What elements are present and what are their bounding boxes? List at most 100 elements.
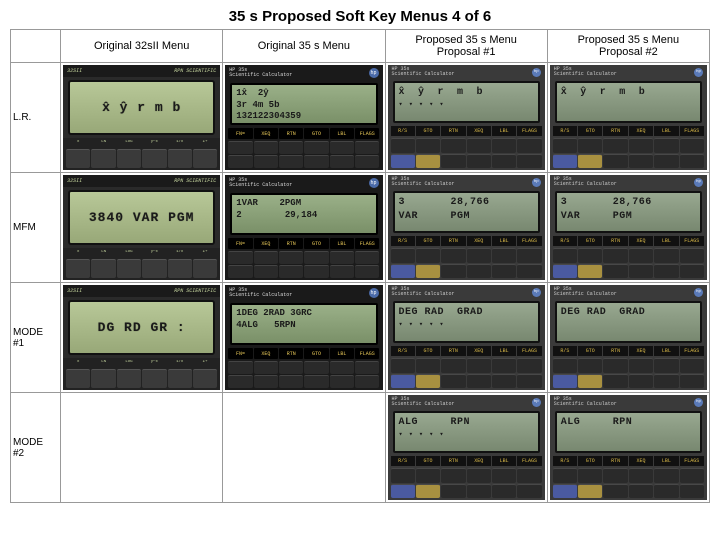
table-row: MODE #2 HP 35s Scientific Calculator hp …	[11, 393, 710, 503]
calc-header: HP 35s Scientific Calculator hp	[550, 65, 707, 79]
key-label: Σ+	[193, 140, 217, 148]
key-button	[578, 248, 602, 263]
hp-logo-icon: hp	[532, 288, 541, 297]
cell-35s: HP 35s Scientific Calculator hp 1VAR 2PG…	[223, 173, 385, 283]
fn-label: LBL	[492, 346, 516, 356]
key-button	[193, 149, 217, 168]
fn-row: R/SGTORTNXEQLBLFLAGS	[388, 236, 545, 246]
fn-label: XEQ	[629, 456, 653, 466]
key-button	[304, 375, 328, 388]
key-button	[228, 141, 252, 154]
softkey-arrows: ▾▾▾▾▾	[399, 101, 534, 111]
key-button	[553, 374, 577, 389]
table-row: MFM 32SII RPN SCIENTIFIC 3840 VAR PGM xL…	[11, 173, 710, 283]
key-label: 1/x	[168, 250, 192, 258]
key-button	[391, 374, 415, 389]
key-button	[441, 374, 465, 389]
calc-header: HP 35s Scientific Calculator hp	[388, 65, 545, 79]
key-button	[603, 358, 627, 373]
key-button	[279, 361, 303, 374]
cell-32sii: 32SII RPN SCIENTIFIC 3840 VAR PGM xLNLOG…	[61, 173, 223, 283]
key-button	[441, 358, 465, 373]
fn-label: GTO	[578, 236, 602, 246]
key-button	[355, 155, 379, 168]
key-button	[254, 375, 278, 388]
cell-prop2: HP 35s Scientific Calculator hp DEG RAD …	[547, 283, 709, 393]
key-button	[355, 265, 379, 278]
key-button	[391, 264, 415, 279]
fn-row: FN=XEQRTNGTOLBLFLAGS	[225, 348, 382, 359]
key-button	[279, 265, 303, 278]
key-button	[517, 264, 541, 279]
key-button	[117, 149, 141, 168]
hp-logo-icon: hp	[532, 398, 541, 407]
key-button	[680, 358, 704, 373]
key-button	[391, 468, 415, 483]
key-button	[254, 141, 278, 154]
calc-proposed: HP 35s Scientific Calculator hp ALG RPN▾…	[388, 395, 545, 500]
key-button	[279, 251, 303, 264]
key-button	[654, 374, 678, 389]
lcd-display: ALG RPN	[555, 411, 702, 453]
key-button	[168, 259, 192, 278]
key-button	[279, 155, 303, 168]
fn-label: GTO	[416, 236, 440, 246]
fn-row: FN=XEQRTNGTOLBLFLAGS	[225, 238, 382, 249]
cell-prop1: HP 35s Scientific Calculator hp 3 28,766…	[385, 173, 547, 283]
key-button	[279, 375, 303, 388]
key-button	[91, 259, 115, 278]
key-button	[330, 141, 354, 154]
key-button	[680, 468, 704, 483]
fn-row: FN=XEQRTNGTOLBLFLAGS	[225, 128, 382, 139]
fn-label: GTO	[304, 238, 328, 249]
key-label: x	[66, 250, 90, 258]
comparison-table: Original 32sII Menu Original 35 s Menu P…	[10, 29, 710, 503]
calc-top-strip: 32SII RPN SCIENTIFIC	[63, 285, 220, 297]
header-row: Original 32sII Menu Original 35 s Menu P…	[11, 30, 710, 63]
key-button	[654, 484, 678, 499]
key-row	[388, 136, 545, 170]
key-button	[66, 149, 90, 168]
key-row	[388, 356, 545, 390]
calc-32sii: 32SII RPN SCIENTIFIC x̂ ŷ r m b xLNLOGy^…	[63, 65, 220, 170]
key-label: LOG	[117, 250, 141, 258]
key-button	[142, 149, 166, 168]
key-button	[680, 264, 704, 279]
calc-top-strip: 32SII RPN SCIENTIFIC	[63, 65, 220, 77]
calc-header: HP 35s Scientific Calculator hp	[550, 175, 707, 189]
fn-label: LBL	[330, 128, 354, 139]
lcd-display: x̂ ŷ r m b▾▾▾▾▾	[393, 81, 540, 123]
key-button	[416, 264, 440, 279]
key-button	[91, 369, 115, 388]
key-button	[654, 154, 678, 169]
key-button	[467, 484, 491, 499]
key-button	[330, 375, 354, 388]
calc-proposed: HP 35s Scientific Calculator hp ALG RPN …	[550, 395, 707, 500]
page-title: 35 s Proposed Soft Key Menus 4 of 6	[0, 0, 720, 29]
fn-label: FLAGS	[680, 126, 704, 136]
fn-label: FLAGS	[517, 346, 541, 356]
key-button	[467, 374, 491, 389]
row-label: L.R.	[11, 63, 61, 173]
calc-proposed: HP 35s Scientific Calculator hp x̂ ŷ r m…	[388, 65, 545, 170]
cell-32sii: 32SII RPN SCIENTIFIC DG RD GR : xLNLOGy^…	[61, 283, 223, 393]
key-button	[517, 374, 541, 389]
key-button	[553, 358, 577, 373]
row-label: MODE #1	[11, 283, 61, 393]
key-button	[193, 259, 217, 278]
key-button	[578, 138, 602, 153]
calc-32sii: 32SII RPN SCIENTIFIC 3840 VAR PGM xLNLOG…	[63, 175, 220, 280]
cell-prop2: HP 35s Scientific Calculator hp 3 28,766…	[547, 173, 709, 283]
hp-logo-icon: hp	[694, 288, 703, 297]
mode-label: RPN SCIENTIFIC	[174, 68, 216, 74]
fn-label: GTO	[304, 348, 328, 359]
fn-label: XEQ	[629, 346, 653, 356]
lcd-display: 3840 VAR PGM	[68, 190, 215, 245]
fn-label: XEQ	[254, 238, 278, 249]
key-button	[654, 264, 678, 279]
key-button	[553, 138, 577, 153]
model-label: HP 35s Scientific Calculator	[229, 178, 292, 188]
key-button	[355, 361, 379, 374]
key-button	[654, 468, 678, 483]
fn-label: XEQ	[254, 128, 278, 139]
